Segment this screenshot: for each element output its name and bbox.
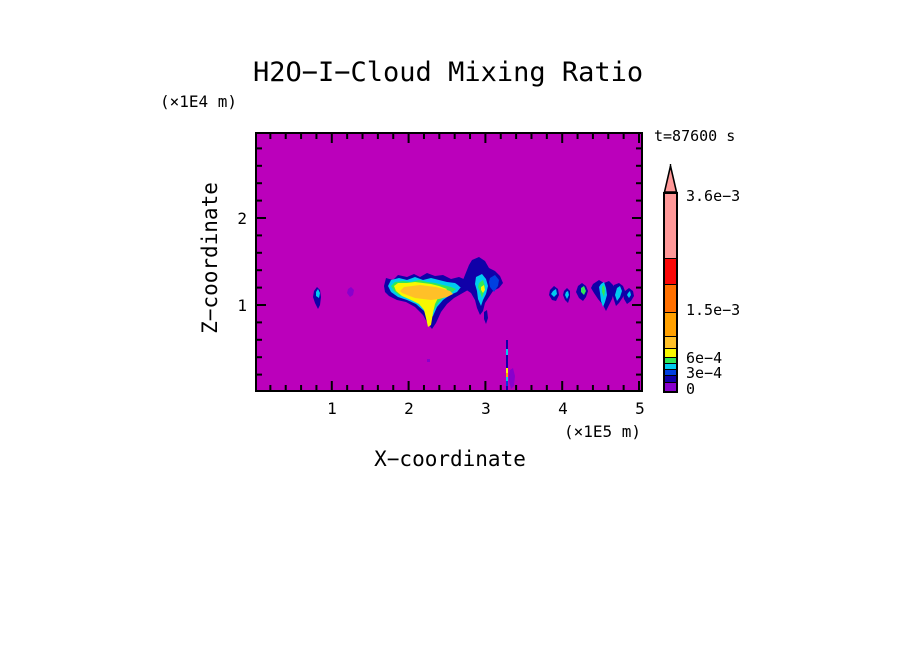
x-tick-label-5: 5 (635, 399, 645, 418)
colorbar (663, 192, 678, 393)
cloud-region-cyan (316, 289, 320, 298)
cloud-region-violet (509, 368, 515, 389)
cloud-region-navy (506, 340, 508, 349)
colorbar-label: 6e−4 (686, 349, 723, 367)
cloud-region-cyan (506, 377, 508, 381)
colorbar-segment-green (665, 357, 676, 363)
cloud-region-cyan (627, 291, 631, 298)
cloud-region-navy (506, 386, 508, 392)
x-tick-label-2: 2 (404, 399, 414, 418)
x-tick-label-4: 4 (558, 399, 568, 418)
colorbar-segment-navy (665, 375, 676, 382)
time-label: t=87600 s (654, 127, 736, 145)
colorbar-segment-gold (665, 336, 676, 348)
cloud-region-cyan (506, 349, 508, 355)
cloud-region-navy (506, 355, 508, 368)
colorbar-segment-red (665, 258, 676, 284)
cloud-region-violet (347, 287, 354, 297)
colorbar-segment-blue (665, 369, 676, 375)
cloud-region-violet (427, 359, 430, 362)
chart-title: H2O−I−Cloud Mixing Ratio (253, 57, 644, 88)
contour-field (257, 134, 641, 392)
x-tick-label-1: 1 (327, 399, 337, 418)
cloud-region-orange (506, 373, 508, 377)
cloud-region-navy (313, 287, 321, 309)
colorbar-label: 3.6e−3 (686, 187, 741, 205)
colorbar-segment-yellow (665, 348, 676, 357)
x-axis-title: X−coordinate (374, 447, 526, 471)
cloud-region-cyan (615, 286, 622, 301)
plot-area (255, 132, 643, 392)
colorbar-segment-pink (665, 194, 676, 258)
cloud-region-green (581, 286, 586, 295)
cloud-region-yellow (481, 285, 485, 293)
colorbar-segment-violet (665, 382, 676, 391)
x-tick-label-3: 3 (481, 399, 491, 418)
colorbar-segment-dorange (665, 284, 676, 312)
cloud-region-blue (506, 381, 508, 386)
colorbar-segment-orange (665, 312, 676, 336)
cloud-region-green (602, 285, 605, 297)
z-tick-label-1: 1 (237, 296, 247, 315)
y-axis-title: Z−coordinate (198, 182, 222, 334)
x-axis-units-label: (×1E5 m) (564, 422, 642, 441)
cloud-region-yellow (506, 368, 508, 373)
colorbar-label: 3e−4 (686, 364, 723, 382)
cloud-region-cyan (565, 291, 569, 299)
colorbar-label: 0 (686, 380, 696, 398)
y-axis-units-label: (×1E4 m) (160, 92, 238, 111)
colorbar-label: 1.5e−3 (686, 301, 741, 319)
cloud-region-cyan (551, 289, 557, 297)
cloud-region-blue (489, 275, 499, 292)
colorbar-segment-cyan (665, 363, 676, 369)
cloud-region-gold (400, 285, 453, 300)
cloud-region-navy (484, 310, 488, 324)
colorbar-overflow-arrow-icon (663, 164, 678, 193)
z-tick-label-2: 2 (237, 209, 247, 228)
